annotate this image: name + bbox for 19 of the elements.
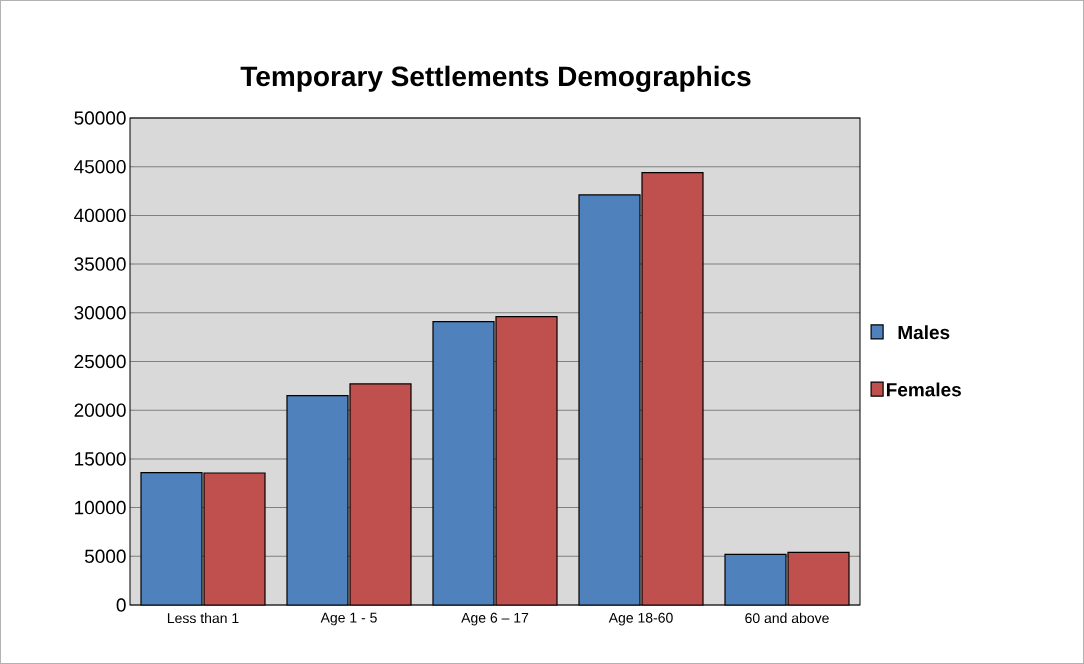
y-tick-label: 45000 (74, 159, 126, 174)
y-tick-label: 50000 (74, 111, 126, 125)
y-tick-label: 15000 (75, 452, 126, 466)
legend-label: Males (898, 325, 950, 340)
x-tick-label: Age 1 - 5 (320, 612, 377, 626)
x-tick-label: Less than 1 (167, 612, 239, 624)
y-tick-label: 0 (116, 598, 126, 612)
y-tick-label: 40000 (74, 208, 126, 223)
y-tick-label: 20000 (74, 403, 126, 417)
x-tick-label: 60 and above (745, 612, 829, 624)
x-tick-label: Age 18-60 (608, 612, 673, 626)
legend-label: Females (886, 382, 961, 397)
y-tick-label: 10000 (75, 500, 126, 515)
x-tick-label: Age 6 – 17 (461, 612, 529, 626)
chart-title: Temporary Settlements Demographics (240, 65, 751, 92)
y-tick-label: 30000 (74, 306, 126, 320)
y-tick-label: 35000 (74, 257, 126, 271)
y-tick-label: 5000 (84, 549, 126, 564)
y-tick-label: 25000 (74, 354, 126, 369)
